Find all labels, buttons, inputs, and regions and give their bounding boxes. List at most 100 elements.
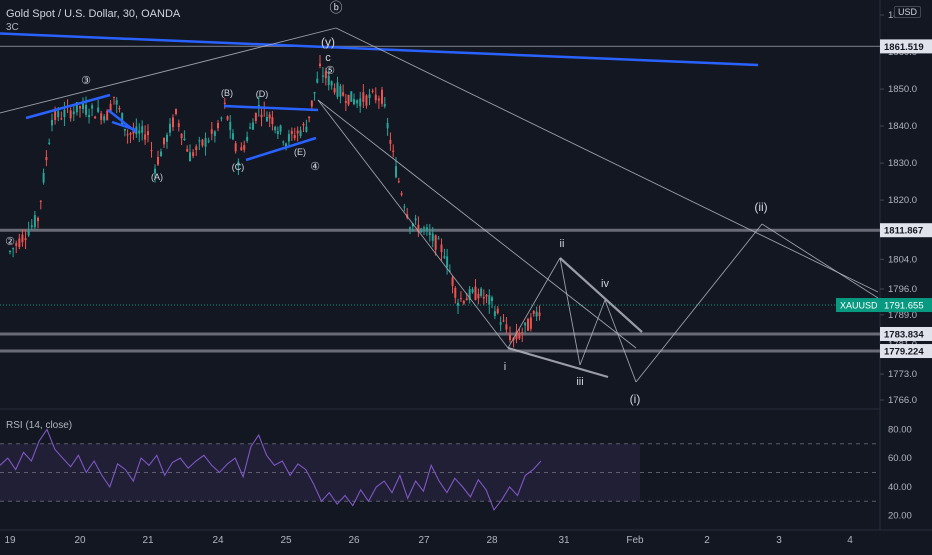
candle-body: [213, 131, 216, 136]
price-tick-label: 1820.0: [888, 195, 917, 206]
candle-body: [226, 116, 229, 120]
candle-body: [374, 94, 377, 101]
rsi-tick-label: 20.00: [888, 511, 912, 522]
candle-body: [45, 157, 48, 161]
candle-body: [538, 312, 541, 316]
wave-label: c: [325, 52, 331, 64]
candle-body: [443, 256, 446, 258]
candle-body: [499, 322, 502, 325]
candle-body: [12, 248, 15, 250]
candle-body: [126, 134, 129, 136]
candle-body: [135, 126, 138, 135]
candle-body: [321, 75, 324, 77]
candle-body: [493, 311, 496, 316]
candle-body: [274, 126, 277, 131]
candle-body: [220, 117, 223, 119]
candle-body: [207, 140, 210, 142]
candle-body: [251, 122, 254, 130]
candle-body: [246, 136, 249, 141]
candle-body: [386, 123, 389, 129]
candle-body: [163, 137, 165, 145]
candle-body: [308, 116, 311, 119]
candle-body: [299, 130, 302, 137]
candle-body: [186, 148, 189, 152]
candle-body: [462, 300, 465, 304]
candle-body: [75, 102, 78, 113]
price-tick-label: 1796.0: [888, 284, 917, 295]
trendline-blue: [223, 104, 319, 112]
wave-projection-line: [635, 223, 763, 383]
candle-body: [229, 122, 232, 131]
candle-body: [94, 116, 97, 119]
symbol-badge: [836, 298, 880, 313]
symbol-subtitle: 3C: [6, 22, 19, 33]
candle-body: [344, 101, 347, 103]
wave-label: ③: [81, 75, 91, 87]
wave-label: ⑤: [325, 65, 335, 77]
candle-body: [37, 217, 39, 222]
candle-body: [24, 238, 27, 241]
rsi-tick-label: 60.00: [888, 453, 912, 464]
currency-badge[interactable]: USD: [894, 6, 922, 18]
time-tick-label: 20: [74, 535, 86, 546]
candle-body: [521, 332, 524, 334]
candle-body: [365, 95, 368, 106]
candle-body: [347, 94, 350, 105]
candle-body: [505, 324, 508, 330]
wave-projection-line: [507, 346, 609, 379]
candle-body: [268, 114, 271, 119]
price-tick-label: 1850.0: [888, 84, 917, 95]
symbol-title: Gold Spot / U.S. Dollar, 30, OANDA: [6, 8, 181, 20]
candle-body: [189, 152, 191, 162]
candle-body: [198, 140, 201, 142]
candle-body: [420, 228, 423, 232]
candle-body: [459, 298, 462, 300]
candle-body: [260, 114, 263, 118]
candle-body: [428, 232, 431, 235]
candle-body: [448, 270, 451, 272]
candle-body: [296, 130, 299, 134]
wave-label: ⓑ: [329, 0, 342, 15]
candle-body: [109, 103, 112, 112]
candle-body: [451, 277, 454, 286]
candle-body: [535, 311, 538, 317]
price-level-label: 1861.519: [884, 42, 924, 53]
wave-projection-line: [335, 27, 879, 293]
candle-body: [33, 215, 36, 228]
price-level-badge: [880, 326, 932, 341]
candle-body: [160, 151, 162, 157]
candle-body: [488, 295, 491, 305]
candle-body: [69, 110, 72, 119]
candle-body: [339, 86, 342, 97]
candle-body: [82, 102, 85, 110]
candle-body: [392, 150, 395, 153]
wave-label: (D): [256, 89, 269, 99]
candle-body: [115, 100, 118, 105]
candle-body: [231, 133, 234, 140]
trendline-blue: [111, 120, 137, 132]
candle-body: [359, 98, 362, 107]
candle-body: [397, 181, 400, 183]
candle-body: [480, 288, 483, 296]
candle-body: [234, 143, 237, 152]
candle-body: [166, 134, 168, 142]
wave-projection-line: [0, 27, 337, 114]
candle-body: [330, 81, 333, 86]
time-tick-label: 19: [4, 535, 16, 546]
candle-body: [362, 92, 365, 102]
candle-body: [336, 82, 339, 97]
candle-body: [279, 125, 282, 132]
wave-label: (ii): [754, 200, 767, 214]
candle-body: [138, 130, 141, 134]
rsi-title: RSI (14, close): [6, 420, 73, 431]
candle-body: [30, 225, 33, 228]
candle-body: [217, 122, 219, 129]
candle-body: [293, 135, 296, 139]
candle-body: [423, 227, 425, 229]
candle-body: [305, 126, 308, 132]
wave-label: ④: [310, 161, 320, 173]
price-level-badge: [880, 223, 932, 238]
candle-body: [132, 131, 135, 134]
